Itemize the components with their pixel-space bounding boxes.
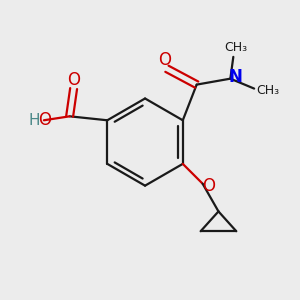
Text: O: O [38,111,51,129]
Text: N: N [228,68,242,86]
Text: O: O [158,51,172,69]
Text: H: H [28,113,40,128]
Text: CH₃: CH₃ [256,84,280,97]
Text: O: O [202,177,215,195]
Text: CH₃: CH₃ [225,41,248,55]
Text: O: O [67,71,80,89]
